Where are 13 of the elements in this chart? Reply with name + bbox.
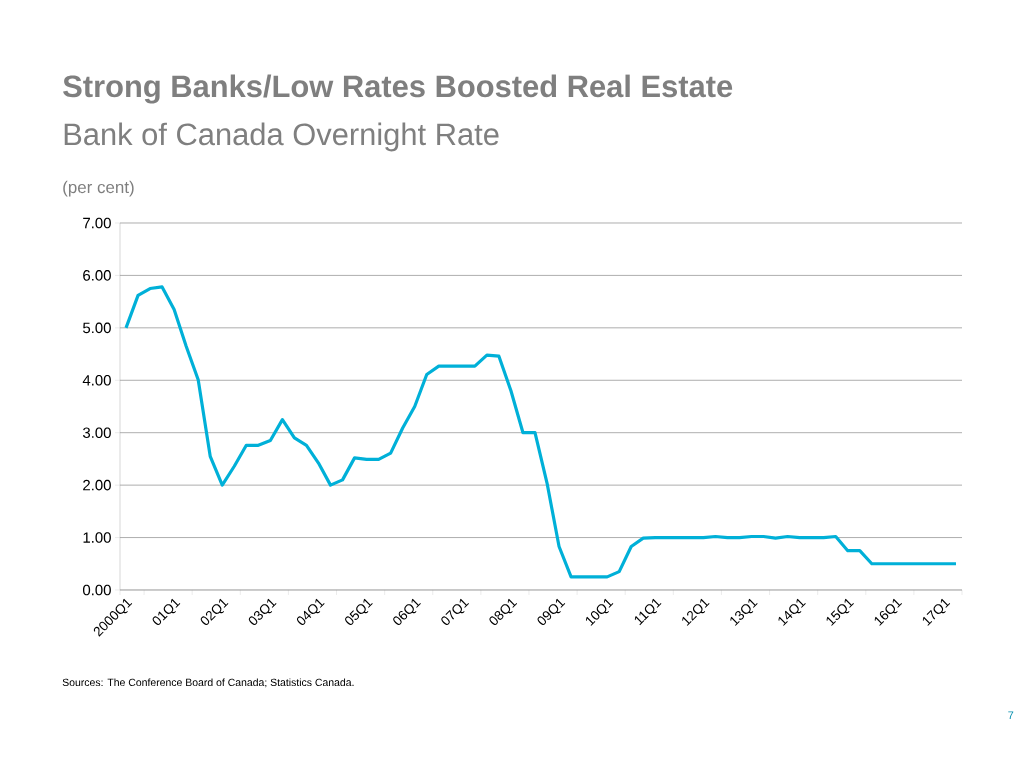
y-tick-label: 5.00 xyxy=(83,322,111,334)
y-tick-label: 7.00 xyxy=(83,217,111,229)
y-tick-label: 0.00 xyxy=(82,584,111,596)
y-axis-title: (per cent) xyxy=(63,180,134,197)
chart-subtitle: Bank of Canada Overnight Rate xyxy=(64,122,499,152)
text: 7 xyxy=(1008,711,1014,719)
source-note: Sources: The Conference Board of Canada; Statistics Canada. xyxy=(62,678,354,688)
y-tick-label: 4.00 xyxy=(82,374,111,386)
y-tick-label: 3.00 xyxy=(82,427,111,438)
y-tick-label: 2.00 xyxy=(83,479,111,491)
y-tick-label: 6.00 xyxy=(83,270,111,281)
chart-title: Strong Banks/Low Rates Boosted Real Estate xyxy=(63,74,733,104)
y-tick-label: 1.00 xyxy=(83,532,111,543)
